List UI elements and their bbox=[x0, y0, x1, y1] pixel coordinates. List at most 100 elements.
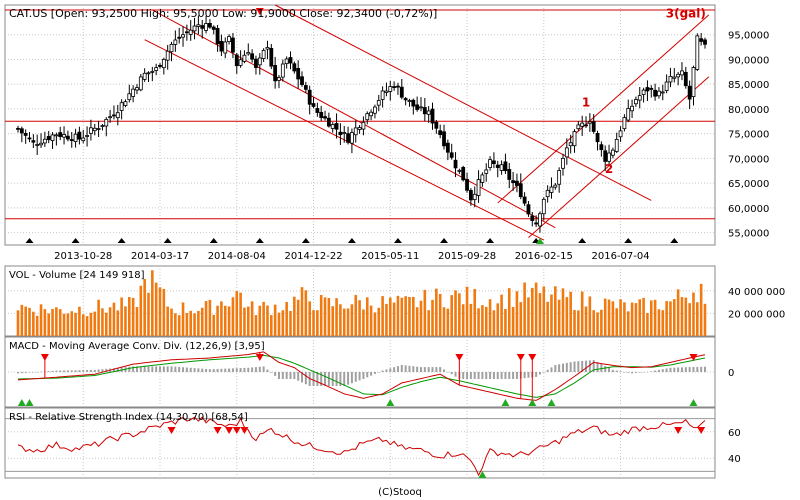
price-candle bbox=[112, 105, 116, 120]
price-candle bbox=[603, 145, 608, 171]
price-candle bbox=[607, 144, 611, 166]
macd-sell-marker bbox=[516, 354, 525, 361]
volume-bar bbox=[120, 297, 123, 336]
macd-histogram-bar bbox=[274, 372, 277, 376]
signal-marker-black bbox=[486, 238, 495, 243]
rsi-y-tick-label: 60 bbox=[728, 428, 741, 439]
macd-histogram-bar bbox=[262, 366, 265, 372]
price-candle bbox=[227, 34, 231, 45]
price-candle bbox=[369, 109, 373, 121]
price-y-tick-label: 65,0000 bbox=[728, 179, 769, 190]
volume-bar bbox=[266, 305, 269, 336]
volume-bar bbox=[362, 309, 365, 336]
volume-bar bbox=[323, 297, 327, 336]
volume-bar bbox=[646, 312, 649, 336]
rsi-overbought-marker bbox=[225, 427, 234, 434]
volume-bar bbox=[135, 307, 139, 336]
macd-histogram-bar bbox=[55, 370, 58, 372]
price-candle bbox=[85, 126, 89, 147]
price-candle bbox=[16, 125, 20, 133]
volume-bar bbox=[112, 302, 116, 336]
macd-histogram-bar bbox=[354, 372, 357, 382]
volume-bar bbox=[703, 303, 707, 336]
volume-bar bbox=[584, 306, 588, 336]
volume-bar bbox=[319, 294, 323, 336]
price-candle bbox=[154, 63, 159, 76]
macd-sell-marker bbox=[40, 354, 49, 361]
volume-bar bbox=[653, 299, 657, 336]
volume-bar bbox=[339, 304, 342, 336]
macd-histogram-bar bbox=[28, 372, 31, 373]
volume-bar bbox=[377, 307, 381, 336]
volume-bar bbox=[527, 297, 530, 336]
volume-bar bbox=[89, 312, 93, 336]
volume-bar bbox=[116, 310, 120, 336]
signal-marker-black bbox=[25, 238, 34, 243]
price-candle bbox=[365, 111, 370, 125]
macd-histogram-bar bbox=[155, 366, 158, 372]
price-candle bbox=[492, 152, 496, 169]
volume-bar bbox=[24, 306, 27, 336]
volume-bar bbox=[358, 300, 361, 336]
volume-bar bbox=[281, 310, 285, 336]
price-candle bbox=[461, 165, 466, 182]
macd-histogram-bar bbox=[400, 365, 403, 372]
volume-bar bbox=[619, 299, 622, 336]
price-candle bbox=[46, 130, 51, 144]
price-candle bbox=[580, 115, 585, 136]
volume-bar bbox=[308, 301, 311, 336]
price-candle bbox=[135, 84, 139, 95]
volume-bar bbox=[665, 301, 668, 336]
price-candle bbox=[376, 94, 381, 112]
price-candle bbox=[23, 129, 28, 144]
volume-bars bbox=[16, 270, 707, 336]
price-candle bbox=[69, 131, 74, 148]
macd-histogram-bar bbox=[565, 362, 568, 372]
price-candle bbox=[257, 53, 262, 75]
price-candle bbox=[468, 188, 473, 206]
price-candle bbox=[507, 162, 512, 189]
volume-bar bbox=[600, 309, 603, 336]
price-candle bbox=[273, 56, 278, 89]
macd-histogram-bar bbox=[74, 370, 77, 372]
macd-histogram-bar bbox=[24, 372, 27, 373]
volume-bar bbox=[151, 270, 154, 336]
macd-histogram-bar bbox=[281, 372, 284, 379]
volume-bar bbox=[507, 288, 511, 336]
price-candle bbox=[219, 34, 224, 57]
price-candle bbox=[361, 116, 366, 136]
macd-panel: 0 MACD - Moving Average Conv. Div. (12,2… bbox=[4, 336, 734, 408]
price-candle bbox=[338, 123, 343, 145]
price-candle bbox=[488, 156, 492, 171]
price-y-tick-label: 80,0000 bbox=[728, 105, 769, 116]
price-candle bbox=[614, 132, 619, 154]
price-candle bbox=[522, 192, 527, 206]
price-candle bbox=[35, 134, 40, 155]
volume-bar bbox=[143, 278, 146, 336]
macd-histogram-bar bbox=[631, 372, 634, 374]
macd-histogram-bar bbox=[101, 369, 104, 372]
volume-bar bbox=[381, 296, 384, 336]
volume-bar bbox=[16, 310, 20, 336]
price-candle bbox=[265, 40, 270, 60]
price-candle bbox=[231, 32, 235, 59]
price-candle bbox=[326, 112, 331, 128]
price-candle bbox=[211, 25, 216, 35]
price-candle bbox=[610, 147, 615, 159]
volume-bar bbox=[573, 310, 576, 336]
price-candle bbox=[311, 97, 316, 109]
price-candle bbox=[323, 110, 327, 121]
volume-bar bbox=[504, 308, 507, 336]
price-candle bbox=[131, 85, 136, 103]
price-candle bbox=[388, 80, 393, 101]
volume-bar bbox=[47, 313, 51, 336]
rsi-overbought-marker bbox=[213, 427, 222, 434]
macd-histogram-bar bbox=[220, 368, 223, 372]
price-candle bbox=[683, 66, 688, 89]
price-x-tick-label: 2014-03-17 bbox=[131, 251, 189, 262]
volume-bar bbox=[688, 303, 691, 336]
macd-histogram-bar bbox=[358, 372, 361, 381]
volume-bar bbox=[542, 286, 546, 336]
volume-bar bbox=[465, 286, 469, 336]
